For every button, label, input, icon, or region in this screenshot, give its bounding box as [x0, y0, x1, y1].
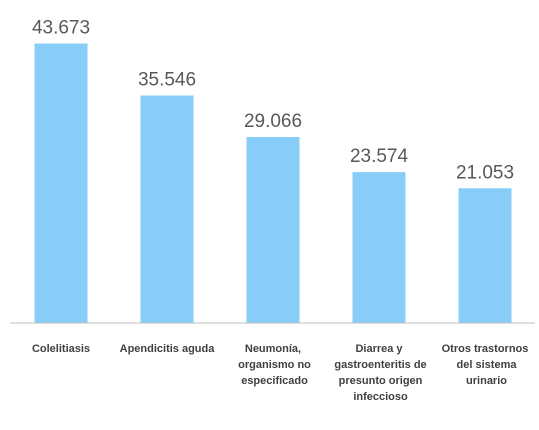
category-line: Neumonía, — [245, 343, 301, 355]
category-line: Colelitiasis — [32, 343, 90, 355]
category-line: del sistema — [454, 359, 518, 371]
value-label: 21.053 — [456, 162, 514, 183]
category-line: urinario — [463, 375, 507, 387]
bar — [458, 188, 512, 323]
category-line: gastroenteritis de — [331, 359, 426, 371]
value-label: 43.673 — [32, 17, 90, 38]
x-tick-label: Diarrea y gastroenteritis de presunto or… — [331, 343, 426, 403]
category-line: presunto origen — [336, 375, 423, 387]
value-label: 35.546 — [138, 70, 196, 91]
category-line: organismo no — [235, 359, 311, 371]
category-line: Apendicitis aguda — [120, 343, 216, 355]
category-line: infeccioso — [350, 391, 408, 403]
x-tick-label: Otros trastornos del sistema urinario — [442, 343, 529, 387]
bar — [246, 136, 300, 323]
bar — [34, 43, 88, 324]
category-line: Otros trastornos — [442, 343, 529, 355]
bar — [352, 172, 406, 323]
x-tick-label: Neumonía, organismo no especificado — [235, 343, 311, 387]
value-label: 23.574 — [350, 146, 409, 167]
category-line: Diarrea y — [355, 343, 403, 355]
x-tick-label: Colelitiasis — [32, 343, 90, 355]
x-tick-label: Apendicitis aguda — [120, 343, 216, 355]
category-line: especificado — [238, 375, 308, 387]
bar — [140, 95, 194, 323]
value-label: 29.066 — [244, 111, 302, 132]
